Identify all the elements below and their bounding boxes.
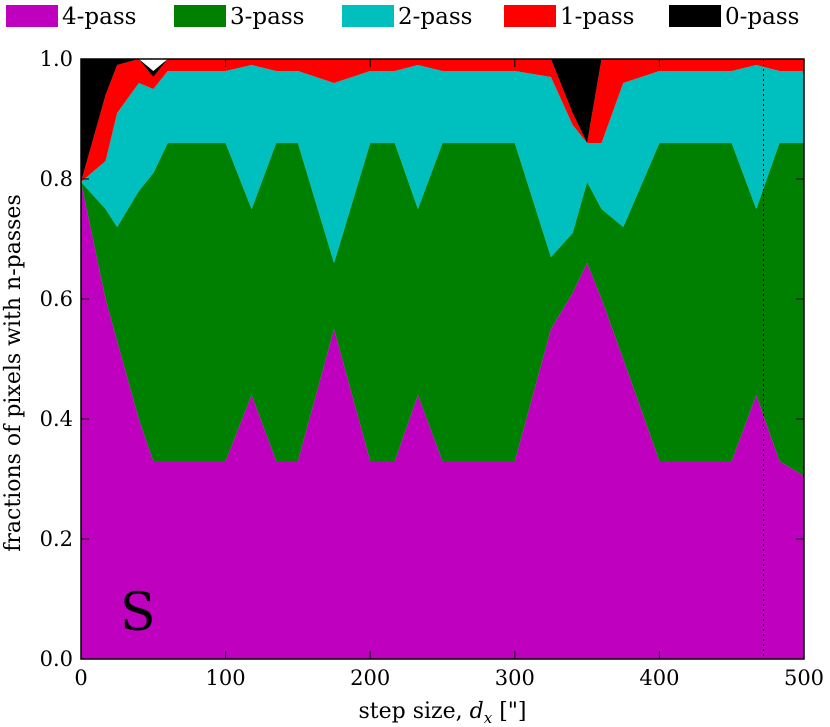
- y-tick-label: 1.0: [40, 47, 73, 71]
- y-tick-label: 0.0: [40, 647, 73, 671]
- legend-label-1-pass: 1-pass: [560, 4, 634, 30]
- legend-swatch-0-pass: [669, 5, 721, 27]
- x-tick-label: 200: [350, 666, 390, 690]
- x-tick-label: 100: [206, 666, 246, 690]
- legend-label-2-pass: 2-pass: [398, 4, 472, 30]
- legend-label-0-pass: 0-pass: [725, 4, 799, 30]
- x-tick-label: 500: [784, 666, 824, 690]
- legend: 4-pass 3-pass 2-pass 1-pass 0-pass: [6, 4, 799, 30]
- y-tick-label: 0.8: [40, 167, 73, 191]
- legend-label-3-pass: 3-pass: [230, 4, 304, 30]
- axis-ticks: 0 100 200 300 400 500 0.0 0.2 0.4 0.6 0.8 1.0: [40, 47, 824, 690]
- y-tick-label: 0.6: [40, 287, 73, 311]
- panel-label: S: [120, 583, 156, 643]
- area-0-pass: [81, 59, 804, 182]
- x-axis-label-text: step size,: [359, 699, 470, 724]
- x-axis-label: step size, dx ["]: [359, 699, 527, 727]
- area-2-pass: [81, 65, 804, 263]
- x-tick-label: 0: [74, 666, 87, 690]
- plot-frame: [80, 58, 805, 660]
- plot-areas: [81, 59, 804, 659]
- legend-swatch-2-pass: [342, 5, 394, 27]
- area-4-pass: [81, 182, 804, 659]
- y-tick-label: 0.2: [40, 527, 73, 551]
- legend-label-4-pass: 4-pass: [62, 4, 136, 30]
- x-tick-label: 400: [639, 666, 679, 690]
- y-axis-label: fractions of pixels with n-passes: [1, 194, 26, 551]
- legend-swatch-4-pass: [6, 5, 58, 27]
- area-3-pass: [81, 143, 804, 476]
- x-axis-label-math: d: [470, 699, 484, 724]
- y-tick-label: 0.4: [40, 407, 73, 431]
- x-axis-label-unit: ["]: [492, 699, 526, 724]
- legend-swatch-1-pass: [504, 5, 556, 27]
- x-axis-label-subscript: x: [484, 709, 493, 727]
- legend-swatch-3-pass: [174, 5, 226, 27]
- x-tick-label: 300: [495, 666, 535, 690]
